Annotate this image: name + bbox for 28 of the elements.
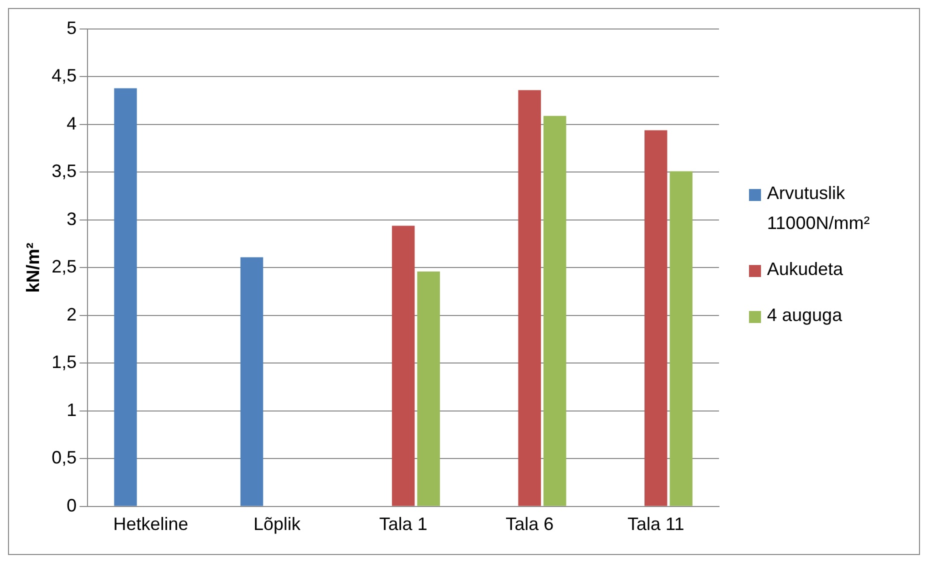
bar [114, 88, 137, 506]
y-tick-label: 1,5 [52, 352, 77, 372]
bar [518, 90, 541, 506]
bar [670, 171, 692, 506]
x-tick-label: Tala 6 [506, 514, 554, 534]
y-tick-label: 4,5 [52, 66, 77, 86]
x-tick-label: Tala 1 [379, 514, 428, 534]
y-tick-label: 4 [66, 113, 77, 134]
bar [543, 116, 566, 506]
y-tick-label: 5 [66, 18, 77, 38]
x-tick-label: Hetkeline [113, 514, 188, 534]
x-tick-label: Lõplik [254, 514, 302, 534]
bar [417, 272, 440, 506]
y-tick-label: 3,5 [52, 161, 77, 182]
bar [240, 257, 264, 506]
y-tick-label: 1 [66, 400, 77, 420]
legend-label: 4 auguga [767, 304, 842, 327]
bar [644, 130, 668, 506]
y-tick-label: 2 [66, 304, 77, 324]
y-tick-label: 0,5 [52, 448, 77, 468]
x-tick-label: Tala 11 [628, 514, 684, 534]
legend-label: Arvutuslik 11000N/mm² [767, 182, 871, 235]
y-tick-label: 2,5 [52, 256, 77, 277]
y-tick-label: 3 [66, 208, 77, 229]
bar [392, 226, 415, 506]
legend-label: Aukudeta [767, 258, 844, 281]
y-axis-title: kN/m² [22, 242, 43, 293]
y-tick-label: 0 [66, 495, 77, 516]
